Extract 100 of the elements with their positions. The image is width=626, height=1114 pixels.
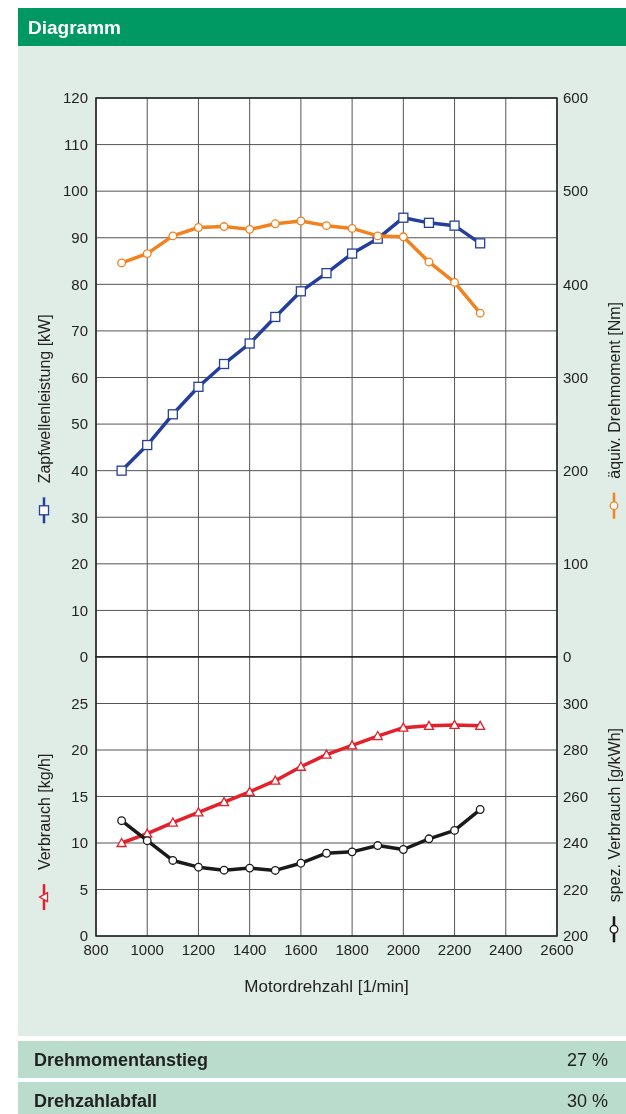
point [346,248,358,259]
point [219,865,229,875]
point [245,863,255,873]
point [398,722,409,732]
point [193,223,203,232]
point [449,719,460,730]
y-tick-label: 120 [62,89,88,107]
point [270,219,280,229]
point [296,216,306,226]
y-tick-label: 10 [71,601,88,619]
point [321,749,332,759]
point [322,848,331,858]
y-axis-title: Zapfwellenleistung [kW] [35,314,53,484]
point [219,222,229,232]
point [244,338,255,349]
point [218,796,230,807]
point [398,845,408,854]
y-tick-label: 50 [71,415,88,433]
point [398,212,409,223]
y2-tick-label: 260 [563,787,589,805]
point [245,224,255,234]
point [142,249,152,259]
y-tick-label: 20 [71,555,88,573]
point [347,847,357,857]
point [398,232,408,242]
point [270,311,281,323]
point [322,221,331,231]
point [193,807,204,817]
y-tick-label: 10 [71,834,88,852]
y-tick-label: 30 [71,508,88,526]
point [270,775,281,785]
point [321,268,332,279]
y2-tick-label: 200 [563,461,589,479]
y-axis-title: Verbrauch [kg/h] [35,753,53,871]
text: Drehzahlabfall [34,1091,158,1111]
y2-tick-label: 500 [563,182,589,200]
chart-title: Diagramm [28,17,121,38]
point [450,826,460,835]
x-tick-label: 2200 [437,941,472,958]
y2-axis-title: äquiv. Drehmoment [Nm] [605,302,623,479]
point [423,217,435,228]
point [475,238,486,249]
point [117,258,127,268]
point [193,862,203,872]
x-tick-label: 1400 [232,941,267,958]
y-tick-label: 110 [64,135,88,153]
point [296,858,306,868]
point [373,841,383,851]
point [117,816,127,826]
y2-axis-title: spez. Verbrauch [g/kWh] [605,728,623,903]
x-tick-label: 1000 [130,941,164,958]
point [168,231,178,241]
y2-tick-label: 100 [563,555,589,573]
text: 27 % [566,1050,608,1070]
point [475,805,485,814]
x-tick-label: 2400 [489,941,523,958]
y2-tick-label: 600 [563,89,589,107]
point [142,836,152,846]
y2-tick-label: 220 [563,880,589,898]
x-tick-label: 1200 [181,941,216,958]
text: 30 % [566,1091,608,1111]
y-tick-label: 60 [71,368,88,386]
point [193,381,204,392]
y2-tick-label: 0 [563,648,572,666]
point [424,257,434,267]
y-tick-label: 5 [79,880,88,898]
point [295,286,307,297]
point [142,439,153,451]
y-tick-label: 20 [71,741,88,759]
point [167,817,178,827]
y-tick-label: 100 [62,182,88,200]
point [423,720,435,730]
point [116,837,127,848]
point [475,720,486,730]
y2-tick-label: 400 [563,275,589,293]
point [346,740,358,750]
point [218,358,230,370]
y2-tick-label: 300 [563,368,589,386]
y-tick-label: 80 [71,275,88,293]
y-tick-label: 90 [71,229,88,246]
point [372,730,383,741]
point [244,786,255,796]
y2-tick-label: 300 [563,694,589,712]
y-tick-label: 40 [71,461,88,479]
x-tick-label: 1800 [335,941,369,958]
point [167,409,178,420]
point [347,223,357,233]
x-tick-label: 2000 [386,941,421,958]
point [270,865,280,875]
x-axis-title: Motordrehzahl [1/min] [244,977,409,996]
point [424,834,434,844]
point [450,278,460,287]
point [449,220,460,231]
text: Drehmomentanstieg [34,1050,209,1070]
y-tick-label: 15 [71,787,88,805]
point [168,855,178,865]
y2-tick-label: 240 [563,834,589,852]
x-tick-label: 1600 [284,941,318,958]
y-tick-label: 0 [79,648,88,666]
point [116,465,127,476]
